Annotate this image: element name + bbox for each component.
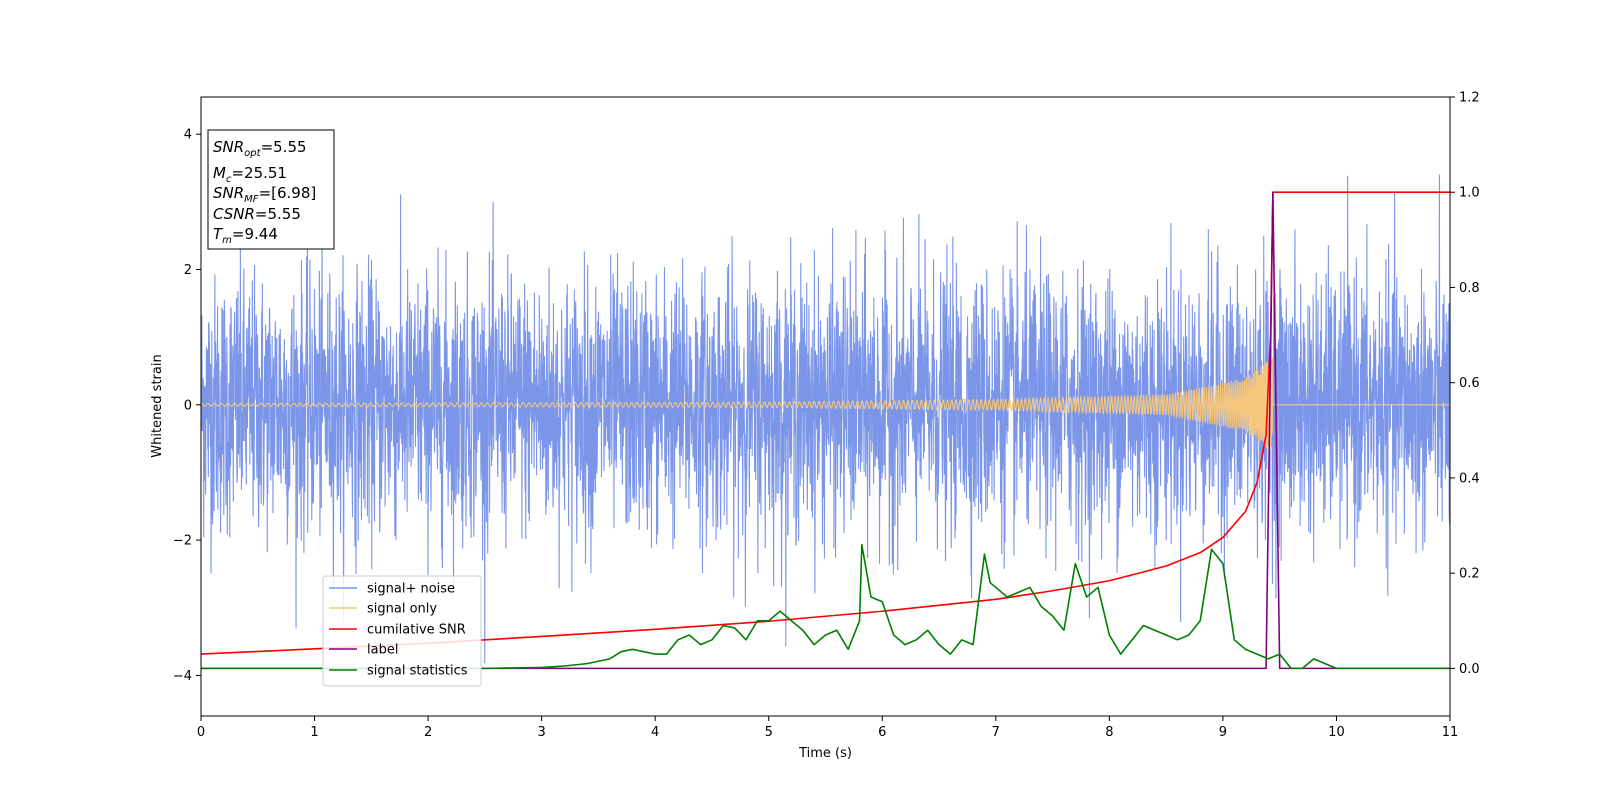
x-tick-label: 2 [424,725,432,740]
x-tick-label: 1 [310,725,318,740]
y2-tick-label: 0.4 [1459,471,1480,486]
x-tick-label: 10 [1328,725,1345,740]
y-tick-label: 0 [184,398,192,413]
legend-label-signal-noise: signal+ noise [367,582,455,597]
x-tick-label: 7 [992,725,1000,740]
y-axis-label: Whitened strain [150,354,165,457]
legend-label-label: label [367,643,398,658]
series-signal-statistics-line [201,543,1450,670]
annotation-snr-opt: SNRopt=5.55 [213,138,307,159]
series-cumulative-snr-line [201,191,1450,655]
y2-tick-label: 1.0 [1459,186,1480,201]
x-axis: 0 1 2 3 4 5 6 7 8 9 10 11 [197,716,1458,740]
legend-label-signal-only: signal only [367,602,437,617]
x-tick-label: 9 [1219,725,1227,740]
y2-tick-label: 0.0 [1459,662,1480,677]
y-tick-label: 4 [184,128,192,143]
y2-tick-label: 0.2 [1459,567,1480,582]
y-axis-left: 4 2 0 −2 −4 [173,128,201,684]
x-tick-label: 6 [878,725,886,740]
x-tick-label: 3 [537,725,545,740]
annotation-box [207,129,335,250]
series-layer [201,174,1450,670]
y2-tick-label: 0.8 [1459,281,1480,296]
y2-tick-label: 1.2 [1459,91,1480,106]
series-signal-noise-line [201,174,1450,664]
legend-label-signal-statistics: signal statistics [367,664,468,679]
y2-tick-label: 0.6 [1459,376,1480,391]
series-signal-only-line [201,357,1450,451]
y-tick-label: −2 [173,534,192,549]
y-tick-label: −4 [173,669,192,684]
annotation-csnr: CSNR=5.55 [213,205,301,223]
y-tick-label: 2 [184,263,192,278]
y-axis-right: 1.2 1.0 0.8 0.6 0.4 0.2 0.0 [1450,91,1480,677]
plot-frame [200,96,1451,717]
x-tick-label: 5 [765,725,773,740]
legend-label-cumulative-snr: cumilative SNR [367,623,466,638]
x-axis-label: Time (s) [798,746,852,761]
x-tick-label: 8 [1105,725,1113,740]
x-tick-label: 4 [651,725,659,740]
annotation-tm: Tm=9.44 [213,225,278,246]
legend: signal+ noise signal only cumilative SNR… [322,575,482,687]
annotation-mc: Mc=25.51 [213,164,287,185]
parameter-annotation: SNRopt=5.55 Mc=25.51 SNRMF=[6.98] CSNR=5… [207,129,335,250]
x-tick-label: 11 [1442,725,1459,740]
annotation-snr-mf: SNRMF=[6.98] [213,184,316,205]
x-tick-label: 0 [197,725,205,740]
legend-box [322,575,482,687]
